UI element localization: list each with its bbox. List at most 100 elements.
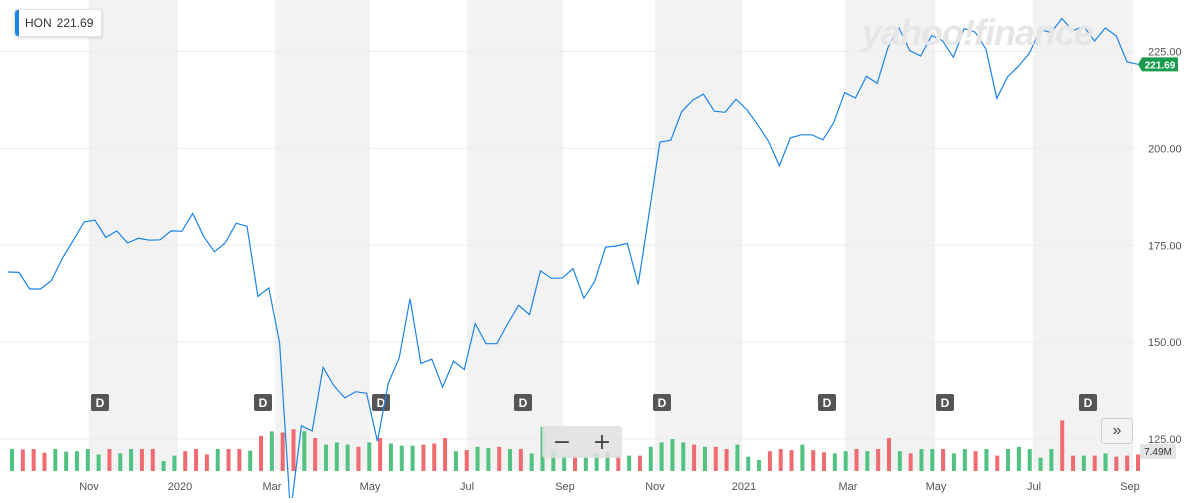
dividend-marker — [936, 394, 954, 411]
volume-bar — [951, 453, 956, 471]
volume-bar — [886, 438, 891, 471]
month-band — [655, 0, 742, 470]
volume-bar — [139, 449, 144, 471]
volume-bar — [811, 450, 816, 471]
month-band — [275, 0, 370, 470]
volume-bar — [1027, 449, 1032, 471]
y-axis: 225.00 200.00 175.00 150.00 125.00 — [1148, 47, 1182, 447]
volume-bar — [627, 455, 632, 471]
volume-bar — [194, 449, 199, 471]
volume-bar — [919, 449, 924, 471]
y-tick-label: 150.00 — [1148, 337, 1182, 349]
x-tick-label: Nov — [645, 481, 665, 493]
volume-bar — [215, 449, 220, 471]
volume-bar — [876, 449, 881, 471]
volume-bar — [1071, 455, 1076, 471]
volume-bar — [378, 438, 383, 471]
volume-bar — [313, 438, 318, 471]
x-tick-label: 2020 — [168, 481, 192, 493]
x-tick-label: Mar — [263, 481, 282, 493]
dividend-marker — [514, 394, 532, 411]
price-tag-label: 221.69 — [1145, 60, 1176, 71]
volume-bar — [107, 449, 112, 471]
month-band — [1033, 0, 1133, 470]
volume-bar — [42, 452, 47, 471]
volume-bar — [1114, 456, 1119, 471]
volume-bar — [1136, 454, 1140, 471]
volume-bar — [150, 449, 155, 471]
volume-bar — [908, 453, 913, 471]
volume-bar — [551, 451, 556, 471]
zoom-in-button[interactable]: + — [592, 429, 612, 455]
volume-bar — [746, 456, 751, 471]
volume-bar — [713, 446, 718, 471]
volume-bar — [583, 455, 588, 471]
volume-bar — [96, 454, 101, 471]
zoom-out-button[interactable]: − — [552, 429, 572, 455]
volume-bar — [800, 444, 805, 471]
x-axis: Nov 2020 Mar May Jul Sep Nov 2021 Mar May Jul Sep — [79, 481, 1140, 493]
y-tick-label: 200.00 — [1148, 143, 1182, 155]
volume-bar — [204, 454, 209, 471]
volume-bar — [118, 453, 123, 471]
volume-bar — [53, 449, 58, 471]
ticker-symbol: HON — [25, 16, 52, 30]
volume-bar — [464, 450, 469, 471]
y-tick-label: 125.00 — [1148, 434, 1182, 446]
month-band — [467, 0, 563, 470]
volume-bar — [269, 431, 274, 471]
x-tick-label: Sep — [555, 481, 575, 493]
volume-bar — [388, 443, 393, 471]
x-tick-label: 2021 — [732, 481, 756, 493]
dividend-marker-label: D — [941, 396, 950, 410]
volume-bar — [865, 451, 870, 471]
volume-bar — [334, 442, 339, 471]
volume-bar — [518, 449, 523, 471]
volume-bar — [1038, 457, 1043, 471]
volume-bar — [930, 449, 935, 471]
volume-bar — [399, 445, 404, 471]
volume-bar — [410, 445, 415, 471]
x-tick-label: Jul — [460, 481, 474, 493]
x-tick-label: Mar — [839, 481, 858, 493]
volume-bar — [973, 451, 978, 471]
volume-bar — [670, 439, 675, 471]
dividend-marker — [818, 394, 836, 411]
volume-bar — [183, 451, 188, 471]
volume-bar — [508, 449, 513, 471]
scroll-right-button[interactable]: » — [1101, 418, 1133, 444]
volume-bar — [453, 451, 458, 471]
volume-bar — [432, 443, 437, 471]
month-bands — [89, 0, 1133, 470]
y-tick-label: 175.00 — [1148, 240, 1182, 252]
dividend-marker — [91, 394, 109, 411]
volume-bar — [648, 446, 653, 471]
dividend-marker — [653, 394, 671, 411]
legend-color-swatch — [15, 10, 19, 36]
x-tick-label: Nov — [79, 481, 99, 493]
volume-bar — [843, 451, 848, 471]
ticker-legend[interactable]: HON 221.69 — [14, 9, 103, 37]
volume-bar — [529, 453, 534, 471]
volume-bar — [1006, 449, 1011, 471]
volume-bar — [443, 438, 448, 471]
volume-bar — [681, 442, 686, 471]
x-tick-label: Jul — [1027, 481, 1041, 493]
volume-bar — [984, 449, 989, 471]
volume-bar — [259, 435, 264, 471]
volume-bar — [356, 446, 361, 471]
value-tags: 221.69 7.49M — [1138, 57, 1178, 459]
volume-tag-label: 7.49M — [1144, 447, 1172, 458]
volume-bar — [637, 455, 642, 471]
price-tag-bg — [1138, 57, 1178, 72]
volume-bar — [64, 451, 69, 471]
volume-bar — [767, 451, 772, 471]
volume-bar — [1049, 449, 1054, 471]
volume-bar — [1125, 455, 1130, 471]
volume-bar — [562, 455, 567, 471]
yahoo-finance-logo: yahoo!finance — [862, 12, 1094, 53]
volume-bar — [302, 431, 307, 471]
volume-bar — [659, 442, 664, 471]
